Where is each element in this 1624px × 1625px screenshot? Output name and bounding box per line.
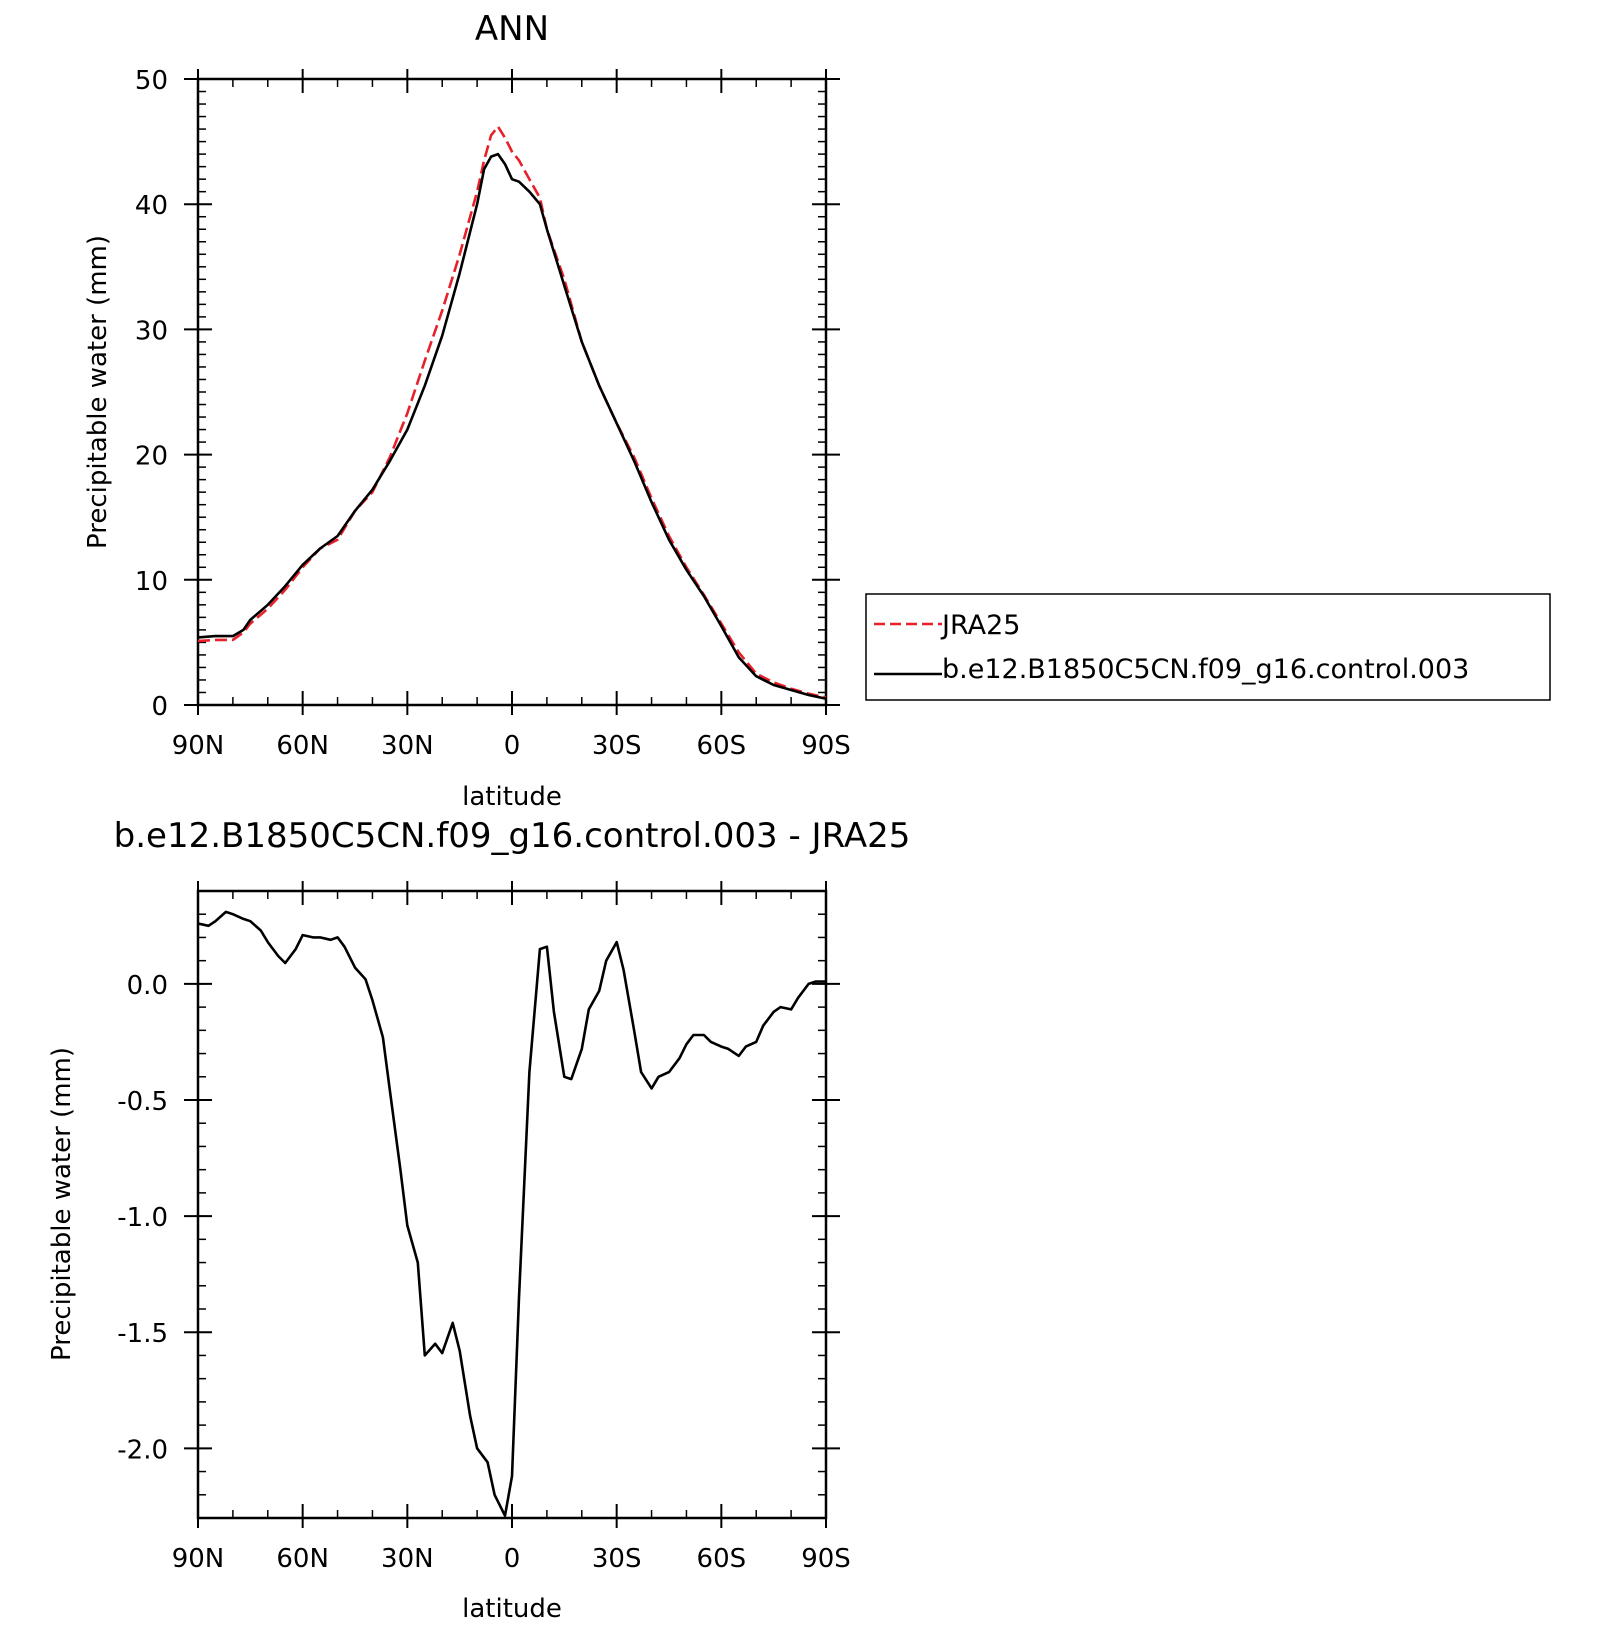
bottom-y-axis-label: Precipitable water (mm) [47,1047,77,1361]
x-tick-label: 30N [381,731,434,761]
x-tick-label: 60S [697,731,747,761]
y-tick-label: 20 [135,442,168,472]
top-chart-title: ANN [475,9,549,49]
legend-label-model: b.e12.B1850C5CN.f09_g16.control.003 [942,654,1469,685]
top-axes: 90N 60N 30N 0 30S 60S 90S 0 10 20 30 40 50 [135,66,851,761]
y-tick-label: -0.5 [117,1087,168,1117]
y-tick-label: 50 [135,66,168,96]
x-tick-label: 90S [801,1544,851,1574]
legend: JRA25 b.e12.B1850C5CN.f09_g16.control.00… [865,593,1551,701]
y-tick-label: -2.0 [117,1435,168,1465]
legend-box [865,593,1551,701]
x-tick-label: 0 [504,731,521,761]
y-tick-label: 0.0 [127,971,168,1001]
x-tick-label: 90N [172,1544,225,1574]
top-panel: ANN 90N 60N 30N 0 30S 60S 90S 0 10 20 30 40 50 latit… [83,9,1551,812]
bottom-series-layer [197,910,826,1517]
x-tick-label: 30S [592,731,642,761]
x-tick-label: 60N [276,1544,329,1574]
x-tick-label: 30N [381,1544,434,1574]
x-tick-label: 60S [697,1544,747,1574]
x-tick-label: 60N [276,731,329,761]
top-series-line-b-e12-b1850c5cn-f09-g16-control-003 [197,152,827,700]
top-series-layer [197,125,827,700]
x-tick-label: 0 [504,1544,521,1574]
top-y-axis-label: Precipitable water (mm) [83,235,113,549]
top-series-line-jra25 [197,125,827,699]
x-tick-label: 90S [801,731,851,761]
y-tick-label: 40 [135,191,168,221]
y-tick-label: 30 [135,316,168,346]
bottom-plot-frame [196,889,828,1520]
y-tick-label: -1.0 [117,1203,168,1233]
top-x-axis-label: latitude [462,782,562,812]
bottom-series-line-0 [197,910,826,1517]
top-plot-frame [196,77,828,707]
legend-label-jra25: JRA25 [940,610,1020,641]
y-tick-label: 10 [135,567,168,597]
bottom-panel: b.e12.B1850C5CN.f09_g16.control.003 - JR… [47,816,910,1624]
bottom-chart-title: b.e12.B1850C5CN.f09_g16.control.003 - JR… [114,816,911,856]
bottom-x-axis-label: latitude [462,1594,562,1624]
y-tick-label: -1.5 [117,1319,168,1349]
bottom-axes: 90N 60N 30N 0 30S 60S 90S 0.0 -0.5 -1.0 -1.5 -2.0 [117,881,851,1574]
x-tick-label: 90N [172,731,225,761]
y-tick-label: 0 [151,692,168,722]
x-tick-label: 30S [592,1544,642,1574]
